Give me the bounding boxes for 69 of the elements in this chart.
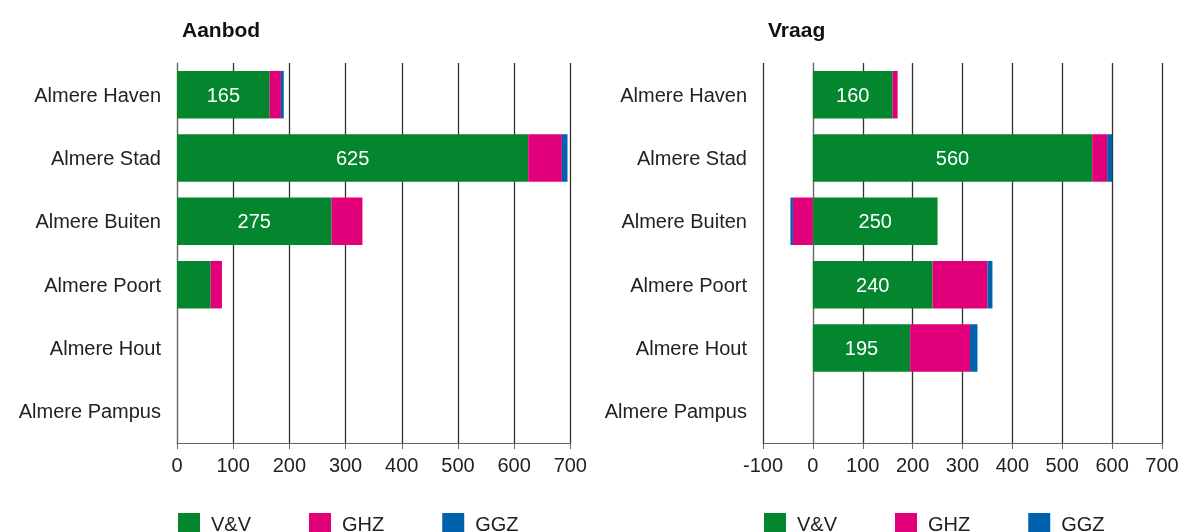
bar bbox=[177, 197, 332, 246]
x-tick-label: 500 bbox=[1045, 454, 1079, 476]
bar bbox=[210, 260, 222, 309]
y-tick-label: Almere Haven bbox=[34, 83, 161, 106]
x-tick-label: 0 bbox=[807, 454, 819, 476]
legend-label: V&V bbox=[797, 513, 838, 532]
data-label: 275 bbox=[237, 210, 271, 233]
y-tick-label: Almere Poort bbox=[630, 273, 748, 296]
x-tick-label: 200 bbox=[895, 454, 930, 476]
data-label: 195 bbox=[844, 337, 879, 359]
x-tick-label: 400 bbox=[995, 454, 1030, 476]
bar bbox=[528, 134, 562, 182]
bar bbox=[269, 70, 281, 119]
bar bbox=[177, 70, 270, 119]
bar bbox=[892, 70, 898, 119]
bar bbox=[790, 197, 793, 246]
x-tick-label: 100 bbox=[846, 454, 880, 476]
legend-label: GHZ bbox=[928, 513, 971, 532]
bar bbox=[177, 134, 529, 182]
y-tick-label: Almere Buiten bbox=[621, 210, 747, 233]
bar bbox=[969, 324, 978, 372]
bar bbox=[932, 260, 988, 309]
bar bbox=[280, 70, 284, 119]
bar bbox=[331, 197, 363, 246]
x-tick-label: 500 bbox=[441, 454, 475, 476]
bar bbox=[910, 324, 970, 372]
data-label: 165 bbox=[206, 83, 241, 106]
y-tick-label: Almere Poort bbox=[44, 273, 162, 296]
data-label: 160 bbox=[836, 83, 870, 106]
legend-label: GHZ bbox=[342, 513, 385, 532]
bar bbox=[812, 324, 911, 372]
legend-label: GGZ bbox=[475, 513, 519, 532]
x-tick-label: 0 bbox=[171, 454, 183, 476]
bar bbox=[1107, 134, 1113, 182]
x-tick-label: -100 bbox=[742, 454, 784, 476]
x-tick-label: 400 bbox=[385, 454, 419, 476]
y-tick-label: Almere Haven bbox=[620, 83, 747, 106]
bar bbox=[177, 260, 211, 309]
y-tick-label: Almere Stad bbox=[636, 147, 747, 169]
y-tick-label: Almere Hout bbox=[635, 337, 748, 359]
legend-label: GGZ bbox=[1061, 513, 1105, 532]
data-label: 625 bbox=[335, 147, 370, 169]
y-tick-label: Almere Pampus bbox=[18, 400, 161, 423]
y-tick-label: Almere Pampus bbox=[604, 400, 747, 423]
x-tick-label: 300 bbox=[328, 454, 363, 476]
bar bbox=[812, 70, 893, 119]
x-tick-label: 600 bbox=[497, 454, 531, 476]
data-label: 560 bbox=[935, 147, 970, 169]
legend-label: V&V bbox=[211, 513, 252, 532]
x-tick-label: 700 bbox=[553, 454, 587, 476]
chart-title: Aanbod bbox=[182, 18, 261, 41]
x-tick-label: 300 bbox=[945, 454, 980, 476]
bar bbox=[792, 197, 813, 246]
bar bbox=[561, 134, 568, 182]
chart-title: Vraag bbox=[768, 18, 826, 41]
data-label: 240 bbox=[856, 273, 890, 296]
y-tick-label: Almere Stad bbox=[50, 147, 161, 169]
bar bbox=[1092, 134, 1108, 182]
y-tick-label: Almere Buiten bbox=[35, 210, 161, 233]
bar bbox=[812, 197, 938, 246]
x-tick-label: 600 bbox=[1095, 454, 1129, 476]
x-tick-label: 200 bbox=[272, 454, 307, 476]
x-tick-label: 100 bbox=[216, 454, 250, 476]
y-tick-label: Almere Hout bbox=[49, 337, 162, 359]
bar bbox=[812, 134, 1093, 182]
bar bbox=[987, 260, 993, 309]
bar bbox=[812, 260, 933, 309]
x-tick-label: 700 bbox=[1145, 454, 1179, 476]
data-label: 250 bbox=[858, 210, 892, 233]
